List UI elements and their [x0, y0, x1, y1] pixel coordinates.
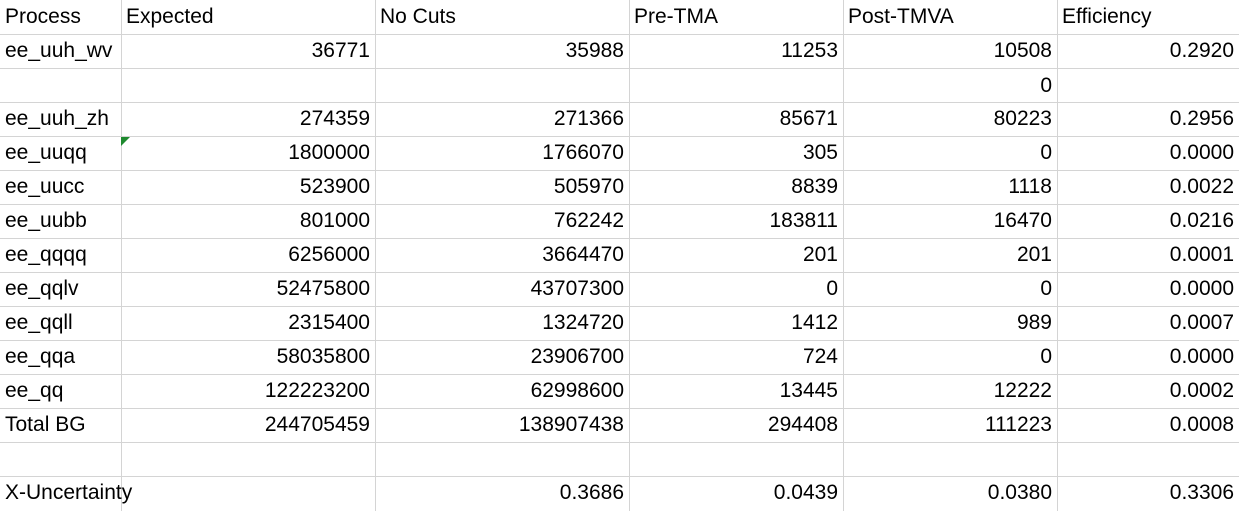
cell-pre-tma[interactable]: 1412 — [791, 311, 838, 334]
row-divider — [0, 408, 1239, 409]
cell-post-tmva[interactable]: 16470 — [993, 209, 1052, 232]
cell-no-cuts[interactable]: 43707300 — [530, 277, 624, 300]
row-divider — [0, 238, 1239, 239]
header-post-tmva[interactable]: Post-TMVA — [848, 5, 954, 28]
cell-no-cuts[interactable]: 505970 — [553, 175, 624, 198]
row-divider — [0, 306, 1239, 307]
cell-pre-tma[interactable]: 13445 — [779, 379, 838, 402]
cell-efficiency[interactable]: 0.0022 — [1169, 175, 1234, 198]
row-divider — [0, 476, 1239, 477]
cell-post-tmva[interactable]: 989 — [1016, 311, 1052, 334]
cell-no-cuts[interactable]: 1766070 — [542, 141, 624, 164]
x-uncertainty-no-cuts[interactable]: 0.3686 — [559, 481, 624, 504]
cell-no-cuts[interactable]: 271366 — [553, 107, 624, 130]
row-divider — [0, 374, 1239, 375]
row-divider — [0, 442, 1239, 443]
cell-expected[interactable]: 2315400 — [288, 311, 370, 334]
cell-no-cuts[interactable]: 138907438 — [518, 413, 624, 436]
x-uncertainty-efficiency[interactable]: 0.3306 — [1169, 481, 1234, 504]
cell-efficiency[interactable]: 0.0000 — [1169, 345, 1234, 368]
cell-efficiency[interactable]: 0.0007 — [1169, 311, 1234, 334]
column-divider — [629, 0, 630, 511]
cell-process[interactable]: ee_qqlv — [5, 277, 79, 300]
column-divider — [843, 0, 844, 511]
cell-no-cuts[interactable]: 35988 — [565, 39, 624, 62]
x-uncertainty-label[interactable]: X-Uncertainty — [5, 481, 133, 504]
cell-pre-tma[interactable]: 305 — [802, 141, 838, 164]
cell-expected[interactable]: 1800000 — [288, 141, 370, 164]
cell-expected[interactable]: 274359 — [299, 107, 370, 130]
header-no-cuts[interactable]: No Cuts — [380, 5, 456, 28]
cell-pre-tma[interactable]: 294408 — [767, 413, 838, 436]
row-divider — [0, 136, 1239, 137]
cell-process[interactable]: ee_qqqq — [5, 243, 87, 266]
cell-post-tmva[interactable]: 0 — [1040, 74, 1052, 97]
cell-pre-tma[interactable]: 11253 — [781, 39, 838, 62]
cell-post-tmva[interactable]: 0 — [1040, 277, 1052, 300]
header-pre-tma[interactable]: Pre-TMA — [634, 5, 718, 28]
cell-expected[interactable]: 122223200 — [264, 379, 370, 402]
cell-process[interactable]: ee_uucc — [5, 175, 85, 198]
cell-expected[interactable]: 244705459 — [264, 413, 370, 436]
column-divider — [121, 0, 122, 511]
cell-efficiency[interactable]: 0.2956 — [1169, 107, 1234, 130]
cell-post-tmva[interactable]: 0 — [1040, 141, 1052, 164]
cell-efficiency[interactable]: 0.0000 — [1169, 141, 1234, 164]
cell-expected[interactable]: 36771 — [311, 39, 370, 62]
cell-expected[interactable]: 801000 — [299, 209, 370, 232]
cell-efficiency[interactable]: 0.0001 — [1169, 243, 1234, 266]
header-expected[interactable]: Expected — [126, 5, 214, 28]
cell-pre-tma[interactable]: 724 — [802, 345, 838, 368]
cell-expected[interactable]: 52475800 — [276, 277, 370, 300]
row-divider — [0, 204, 1239, 205]
cell-pre-tma[interactable]: 8839 — [791, 175, 838, 198]
cell-process[interactable]: ee_uubb — [5, 209, 87, 232]
cell-post-tmva[interactable]: 10508 — [993, 39, 1052, 62]
cell-efficiency[interactable]: 0.0002 — [1169, 379, 1234, 402]
cell-post-tmva[interactable]: 1118 — [1008, 175, 1052, 198]
cell-process[interactable]: ee_uuqq — [5, 141, 87, 164]
x-uncertainty-pre-tma[interactable]: 0.0439 — [773, 481, 838, 504]
cell-no-cuts[interactable]: 3664470 — [542, 243, 624, 266]
cell-efficiency[interactable]: 0.0000 — [1169, 277, 1234, 300]
cell-no-cuts[interactable]: 62998600 — [530, 379, 624, 402]
cell-post-tmva[interactable]: 0 — [1040, 345, 1052, 368]
cell-post-tmva[interactable]: 111223 — [985, 413, 1052, 436]
cell-pre-tma[interactable]: 201 — [802, 243, 838, 266]
column-divider — [1057, 0, 1058, 511]
row-divider — [0, 68, 1239, 69]
x-uncertainty-post-tmva[interactable]: 0.0380 — [987, 481, 1052, 504]
cell-expected[interactable]: 6256000 — [288, 243, 370, 266]
row-divider — [0, 340, 1239, 341]
row-divider — [0, 272, 1239, 273]
cell-pre-tma[interactable]: 0 — [826, 277, 838, 300]
cell-process[interactable]: ee_uuh_zh — [5, 107, 109, 130]
cell-process[interactable]: ee_qqll — [5, 311, 73, 334]
row-divider — [0, 34, 1239, 35]
cell-expected[interactable]: 523900 — [299, 175, 370, 198]
cell-post-tmva[interactable]: 201 — [1016, 243, 1052, 266]
cell-efficiency[interactable]: 0.0008 — [1169, 413, 1234, 436]
header-efficiency[interactable]: Efficiency — [1062, 5, 1152, 28]
cell-efficiency[interactable]: 0.2920 — [1169, 39, 1234, 62]
cell-efficiency[interactable]: 0.0216 — [1169, 209, 1234, 232]
cell-no-cuts[interactable]: 1324720 — [542, 311, 624, 334]
cell-process[interactable]: ee_qqa — [5, 345, 76, 368]
cell-post-tmva[interactable]: 80223 — [993, 107, 1052, 130]
row-divider — [0, 102, 1239, 103]
cell-pre-tma[interactable]: 183811 — [769, 209, 838, 232]
cell-no-cuts[interactable]: 762242 — [553, 209, 624, 232]
cell-process[interactable]: ee_uuh_wv — [5, 39, 113, 62]
cell-no-cuts[interactable]: 23906700 — [530, 345, 624, 368]
cell-error-indicator-icon — [121, 137, 130, 146]
row-divider — [0, 170, 1239, 171]
header-process[interactable]: Process — [5, 5, 81, 28]
cell-pre-tma[interactable]: 85671 — [779, 107, 838, 130]
cell-expected[interactable]: 58035800 — [276, 345, 370, 368]
cell-post-tmva[interactable]: 12222 — [993, 379, 1052, 402]
column-divider — [375, 0, 376, 511]
cell-process[interactable]: ee_qq — [5, 379, 64, 402]
cell-process[interactable]: Total BG — [5, 413, 86, 436]
